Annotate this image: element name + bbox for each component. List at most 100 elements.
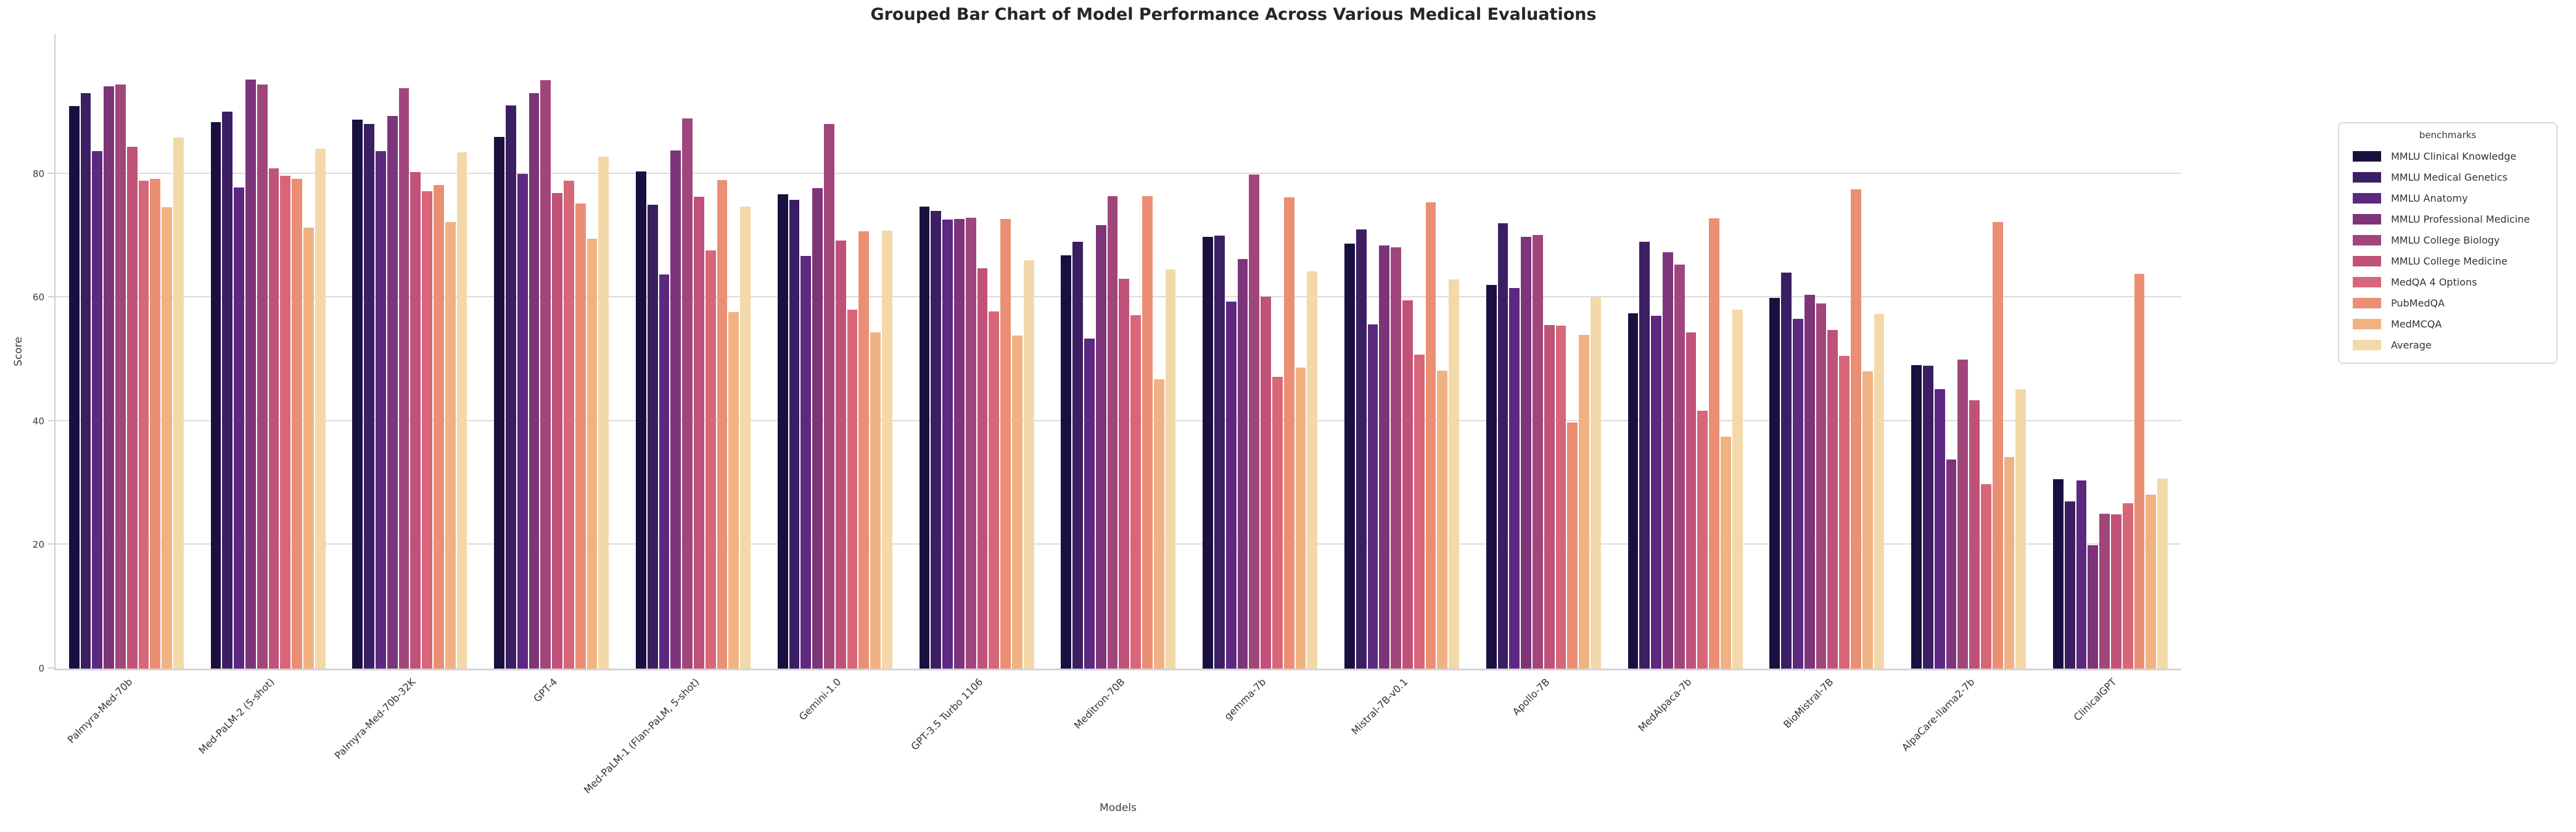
bar xyxy=(1697,410,1708,669)
y-tick-mark xyxy=(48,543,54,545)
bar xyxy=(717,179,728,669)
bar xyxy=(2146,495,2157,669)
legend-label: MMLU College Medicine xyxy=(2391,255,2508,267)
legend-label: MedMCQA xyxy=(2391,318,2442,330)
legend-label: MedQA 4 Options xyxy=(2391,276,2477,288)
bar xyxy=(835,240,846,669)
gridline xyxy=(56,172,2181,174)
legend-label: Average xyxy=(2391,339,2432,351)
bar xyxy=(670,150,681,669)
bar-group xyxy=(1898,34,2039,669)
bar xyxy=(2088,545,2099,669)
bar xyxy=(529,93,540,669)
legend-item: MMLU Professional Medicine xyxy=(2339,208,2556,229)
bar xyxy=(694,196,704,669)
bar xyxy=(989,311,1000,669)
legend-swatch xyxy=(2353,234,2381,245)
y-tick-mark xyxy=(48,172,54,174)
bar-group xyxy=(1473,34,1615,669)
bar-group xyxy=(1615,34,1756,669)
bar xyxy=(598,156,609,669)
bar xyxy=(1437,370,1448,669)
bar xyxy=(1307,271,1318,669)
bar-cluster xyxy=(1061,34,1176,669)
y-tick-mark xyxy=(48,296,54,298)
bar xyxy=(1804,295,1815,669)
bar xyxy=(1509,288,1520,669)
bar xyxy=(352,120,363,669)
bar xyxy=(1497,223,1508,669)
bar xyxy=(1674,265,1685,669)
legend-label: MMLU Medical Genetics xyxy=(2391,171,2508,183)
gridline xyxy=(56,296,2181,298)
bar xyxy=(434,184,444,669)
bar xyxy=(1344,244,1355,669)
bar xyxy=(1072,241,1084,669)
bar-cluster xyxy=(2053,34,2168,669)
bar xyxy=(1142,196,1153,669)
bar xyxy=(1981,484,1991,669)
bar xyxy=(1165,270,1176,669)
bar-group xyxy=(1756,34,1898,669)
legend-item: MMLU Anatomy xyxy=(2339,187,2556,208)
bar xyxy=(222,112,233,669)
bar xyxy=(1203,236,1214,669)
legend-swatch xyxy=(2353,150,2381,162)
bar xyxy=(1061,255,1072,669)
y-tick-mark xyxy=(48,419,54,421)
bar xyxy=(1839,355,1850,669)
bar-group xyxy=(1331,34,1473,669)
bar-cluster xyxy=(352,34,467,669)
bar xyxy=(410,171,421,669)
bar xyxy=(2015,389,2027,669)
bar xyxy=(506,105,516,669)
legend-swatch xyxy=(2353,192,2381,204)
legend-swatch xyxy=(2353,171,2381,183)
legend-label: MMLU Clinical Knowledge xyxy=(2391,150,2517,162)
bar xyxy=(1391,247,1402,669)
y-tick-label: 20 xyxy=(32,539,44,551)
bar xyxy=(280,175,291,669)
legend-item: MedMCQA xyxy=(2339,313,2556,334)
bar-cluster xyxy=(1769,34,1885,669)
bar-cluster xyxy=(1627,34,1743,669)
legend-item: PubMedQA xyxy=(2339,292,2556,313)
bar xyxy=(728,312,739,669)
bar xyxy=(1214,235,1225,669)
bar xyxy=(1425,202,1436,669)
bar-cluster xyxy=(1344,34,1460,669)
bar xyxy=(456,152,467,669)
legend-item: MMLU College Biology xyxy=(2339,229,2556,250)
bar xyxy=(1119,279,1130,669)
x-tick-label: Palmyra-Med-70b xyxy=(65,676,135,746)
bar xyxy=(647,204,658,669)
bar-group xyxy=(480,34,622,669)
bar xyxy=(162,207,173,669)
bar xyxy=(445,221,456,669)
legend-swatch xyxy=(2353,276,2381,287)
bar xyxy=(1781,273,1792,669)
bar xyxy=(800,256,812,669)
bar xyxy=(1012,336,1023,669)
bar xyxy=(705,250,716,669)
bar-cluster xyxy=(636,34,751,669)
bar xyxy=(1402,300,1413,669)
bar xyxy=(1555,326,1566,669)
bar xyxy=(315,148,326,669)
legend-item: MMLU Clinical Knowledge xyxy=(2339,146,2556,167)
legend-item: Average xyxy=(2339,334,2556,355)
bar xyxy=(882,230,892,669)
bar-group xyxy=(339,34,481,669)
bar xyxy=(1923,365,1933,669)
bar xyxy=(80,93,91,669)
chart-title: Grouped Bar Chart of Model Performance A… xyxy=(870,5,1597,24)
bar xyxy=(919,206,930,669)
bar xyxy=(847,310,858,669)
bar xyxy=(1521,236,1532,669)
bar xyxy=(1356,229,1367,669)
bar-cluster xyxy=(1203,34,1318,669)
bar xyxy=(68,106,80,669)
bar xyxy=(364,124,375,669)
bar xyxy=(1651,316,1662,669)
